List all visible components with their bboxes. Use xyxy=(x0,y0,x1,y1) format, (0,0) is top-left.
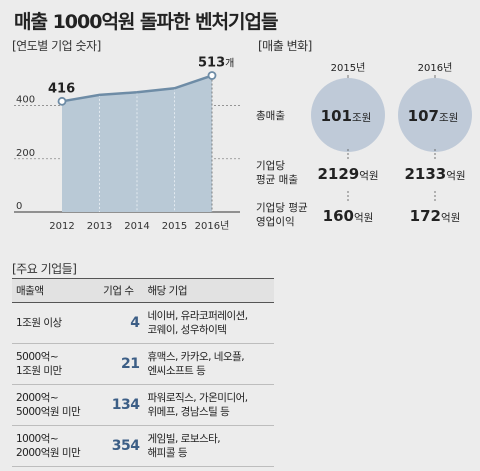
series-line xyxy=(61,74,213,103)
x-tick-label: 2012 xyxy=(49,221,74,232)
row-label: 기업당 평균 xyxy=(256,201,308,214)
table-row: 1000억~ 2000억원 미만 354 게임빌, 로보스타, 해피콜 등 xyxy=(12,425,274,467)
range-cell: 1000억~ 2000억원 미만 xyxy=(12,425,90,467)
range-cell: 1조원 이상 xyxy=(12,302,90,344)
count-cell: 4 xyxy=(90,302,144,344)
companies-section-label: [주요 기업들] xyxy=(12,262,77,276)
chart-section-label: [연도별 기업 숫자] xyxy=(12,39,101,53)
range-cell: 2000억~ 5000억원 미만 xyxy=(12,384,90,426)
data-label: 513개 xyxy=(198,56,234,71)
header-companies: 해당 기업 xyxy=(143,278,274,303)
data-point xyxy=(207,71,217,80)
count-cell: 354 xyxy=(90,425,144,467)
x-tick-label: 2015 xyxy=(162,221,187,232)
row-label: 기업당 xyxy=(256,159,285,172)
page-title: 매출 1000억원 돌파한 벤처기업들 xyxy=(14,11,278,33)
total-sales-bubble xyxy=(398,78,472,152)
table-header-row: 매출액 기업 수 해당 기업 xyxy=(12,278,274,303)
table-row: 1조원 이상 4 네이버, 유라코퍼레이션, 코웨이, 성우하이텍 xyxy=(12,302,274,344)
header-range: 매출액 xyxy=(12,278,90,303)
major-companies-table: 매출액 기업 수 해당 기업 1조원 이상 4 네이버, 유라코퍼레이션, 코웨… xyxy=(12,278,274,467)
row-label: 총매출 xyxy=(256,110,285,122)
header-count: 기업 수 xyxy=(90,278,144,303)
y-tick-label: 400 xyxy=(16,95,35,106)
row-value: 107조원 xyxy=(408,107,459,125)
total-sales-bubble xyxy=(311,78,385,152)
x-tick-label: 2014 xyxy=(124,221,149,232)
range-cell: 5000억~ 1조원 미만 xyxy=(12,343,90,385)
year-label: 2016년 xyxy=(418,62,453,74)
row-value: 2133억원 xyxy=(404,165,465,183)
x-tick-label: 2016년 xyxy=(195,220,230,232)
sales-section-label: [매출 변화] xyxy=(258,39,312,53)
row-value: 101조원 xyxy=(321,107,372,125)
table-row: 2000억~ 5000억원 미만 134 파워로직스, 가온미디어, 위메프, … xyxy=(12,384,274,426)
companies-cell: 파워로직스, 가온미디어, 위메프, 경남스틸 등 xyxy=(143,384,274,426)
companies-cell: 게임빌, 로보스타, 해피콜 등 xyxy=(143,425,274,467)
row-value: 172억원 xyxy=(410,207,461,225)
year-label: 2015년 xyxy=(331,62,366,74)
company-count-chart: 0 200 400 416 513개 2012 2013 2014 2015 2016년 xyxy=(14,56,240,232)
data-point xyxy=(57,96,67,106)
companies-cell: 휴맥스, 카카오, 네오플, 엔씨소프트 등 xyxy=(143,343,274,385)
row-label: 평균 매출 xyxy=(256,174,298,186)
row-value: 160억원 xyxy=(323,207,374,225)
row-value: 2129억원 xyxy=(317,165,378,183)
y-tick-label: 200 xyxy=(16,148,35,159)
count-cell: 134 xyxy=(90,384,144,426)
companies-cell: 네이버, 유라코퍼레이션, 코웨이, 성우하이텍 xyxy=(143,302,274,344)
row-label: 영업이익 xyxy=(256,215,295,228)
count-cell: 21 xyxy=(90,343,144,385)
table-row: 5000억~ 1조원 미만 21 휴맥스, 카카오, 네오플, 엔씨소프트 등 xyxy=(12,343,274,385)
data-label: 416 xyxy=(48,81,75,96)
x-tick-label: 2013 xyxy=(87,221,112,232)
y-tick-label: 0 xyxy=(16,201,22,212)
area-fill xyxy=(62,75,212,212)
